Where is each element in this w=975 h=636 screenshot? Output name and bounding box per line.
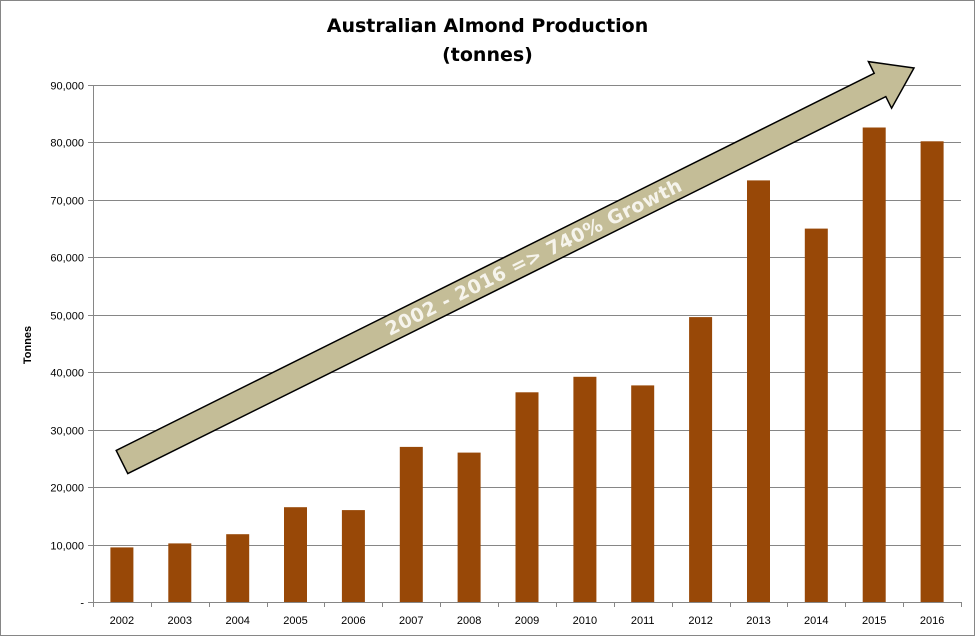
x-tick-label: 2012 [688,615,712,627]
growth-arrow-icon [115,60,916,475]
y-tick-label: 60,000 [50,253,84,265]
growth-annotation: 2002 - 2016 => 740% Growth [115,60,916,475]
y-tick-label: 70,000 [50,196,84,208]
y-tick-label: 50,000 [50,311,84,323]
bar-2006 [341,510,365,602]
bar-2016 [920,141,944,603]
y-tick-label: 90,000 [50,81,84,93]
x-tick-label: 2015 [862,615,886,627]
x-tick-label: 2007 [399,615,423,627]
bar-2014 [804,228,828,602]
y-axis-label: Tonnes [22,326,34,364]
bar-2009 [515,392,539,602]
y-tick-label: 20,000 [50,483,84,495]
x-tick-label: 2014 [804,615,828,627]
bar-2002 [110,547,134,602]
y-tick-label: - [80,598,84,610]
x-tick-label: 2002 [110,615,134,627]
bar-2015 [862,127,886,602]
x-tick-label: 2009 [515,615,539,627]
x-tick-label: 2010 [573,615,597,627]
x-tick-label: 2008 [457,615,481,627]
y-tick-label: 10,000 [50,541,84,553]
y-tick-label: 30,000 [50,426,84,438]
bar-2004 [226,534,250,602]
bar-2011 [631,385,655,602]
bar-2003 [168,543,192,602]
x-tick-label: 2013 [746,615,770,627]
x-tick-label: 2004 [225,615,249,627]
axes [88,85,962,607]
x-tick-label: 2006 [341,615,365,627]
chart-subtitle: (tonnes) [442,44,533,66]
x-tick-labels: 2002 2003 2004 2005 2006 2007 2008 2009 2010 2011… [110,615,945,627]
y-tick-label: 80,000 [50,138,84,150]
y-tick-labels: - 10,000 20,000 30,000 40,000 50,000 60,000 70,… [50,81,84,610]
chart-title: Australian Almond Production [326,15,649,37]
x-tick-label: 2016 [920,615,944,627]
x-tick-label: 2011 [631,615,655,627]
chart-title-block: Australian Almond Production (tonnes) [0,12,975,70]
bar-2010 [573,376,597,602]
bar-2008 [457,452,481,602]
bar-2005 [284,507,307,602]
bar-2007 [399,446,423,602]
x-tick-label: 2003 [168,615,192,627]
bar-2013 [747,180,770,602]
y-tick-label: 40,000 [50,368,84,380]
bars [110,127,944,603]
bar-2012 [689,317,713,602]
x-tick-label: 2005 [283,615,307,627]
